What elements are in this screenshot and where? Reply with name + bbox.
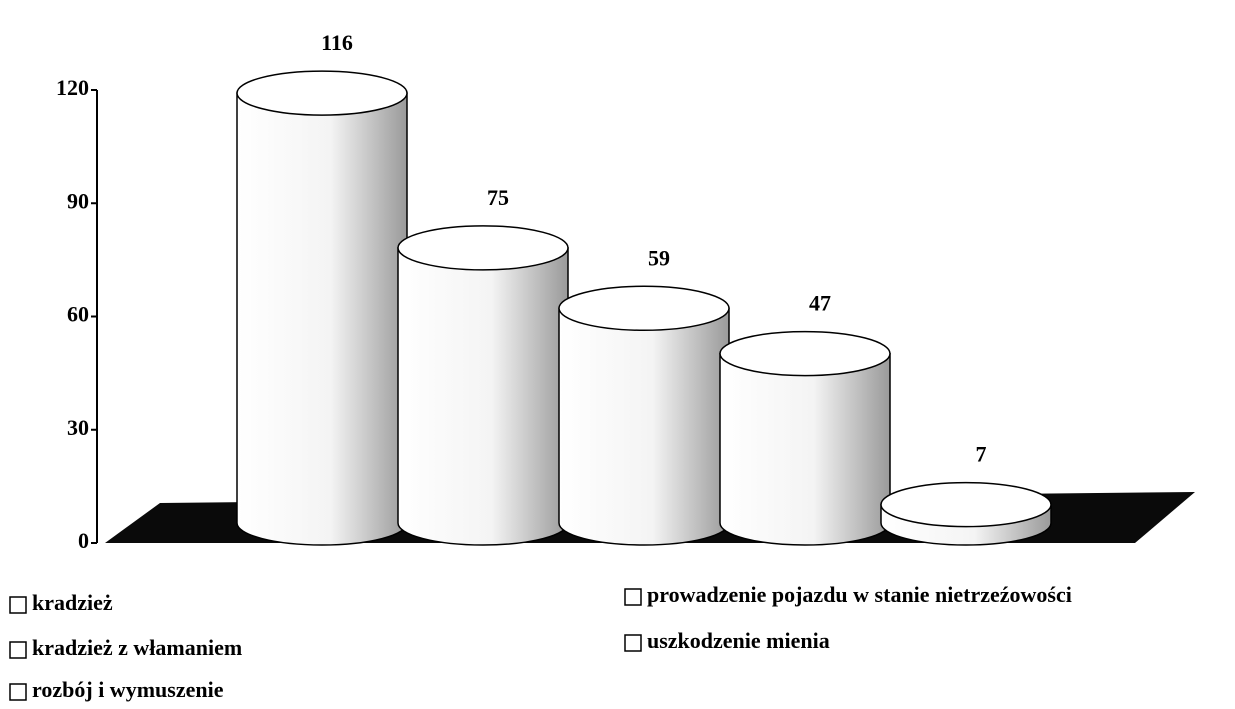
legend-swatch: [624, 588, 642, 606]
bar: [558, 307, 730, 546]
bar-top: [397, 225, 569, 271]
legend-swatch: [624, 634, 642, 652]
bars: 116 75 59 47 7: [236, 30, 1052, 546]
legend: kradzież kradzież z włamaniem rozbój i wym…: [9, 582, 1072, 702]
legend-swatch: [9, 596, 27, 614]
legend-label: uszkodzenie mienia: [647, 628, 830, 653]
y-tick-label: 120: [56, 75, 89, 100]
value-label: 59: [648, 245, 670, 270]
y-tick-label: 0: [78, 528, 89, 553]
legend-swatch: [9, 641, 27, 659]
value-label: 7: [976, 442, 987, 467]
legend-label: rozbój i wymuszenie: [32, 677, 224, 702]
legend-swatch: [9, 683, 27, 701]
bar-top: [880, 481, 1052, 528]
y-tick-label: 90: [67, 188, 89, 213]
bar: [719, 352, 891, 546]
legend-label: kradzież: [32, 590, 113, 615]
bar: [397, 247, 569, 546]
bar-top: [719, 330, 891, 377]
value-label: 116: [321, 30, 353, 55]
value-label: 47: [809, 291, 831, 316]
y-tick-label: 30: [67, 415, 89, 440]
legend-label: prowadzenie pojazdu w stanie nietrzeźowo…: [647, 582, 1072, 607]
bar: [236, 92, 408, 546]
y-tick-label: 60: [67, 302, 89, 327]
bar-top: [236, 70, 408, 116]
value-label: 75: [487, 185, 509, 210]
bar-top: [558, 285, 730, 332]
legend-label: kradzież z włamaniem: [32, 635, 242, 660]
